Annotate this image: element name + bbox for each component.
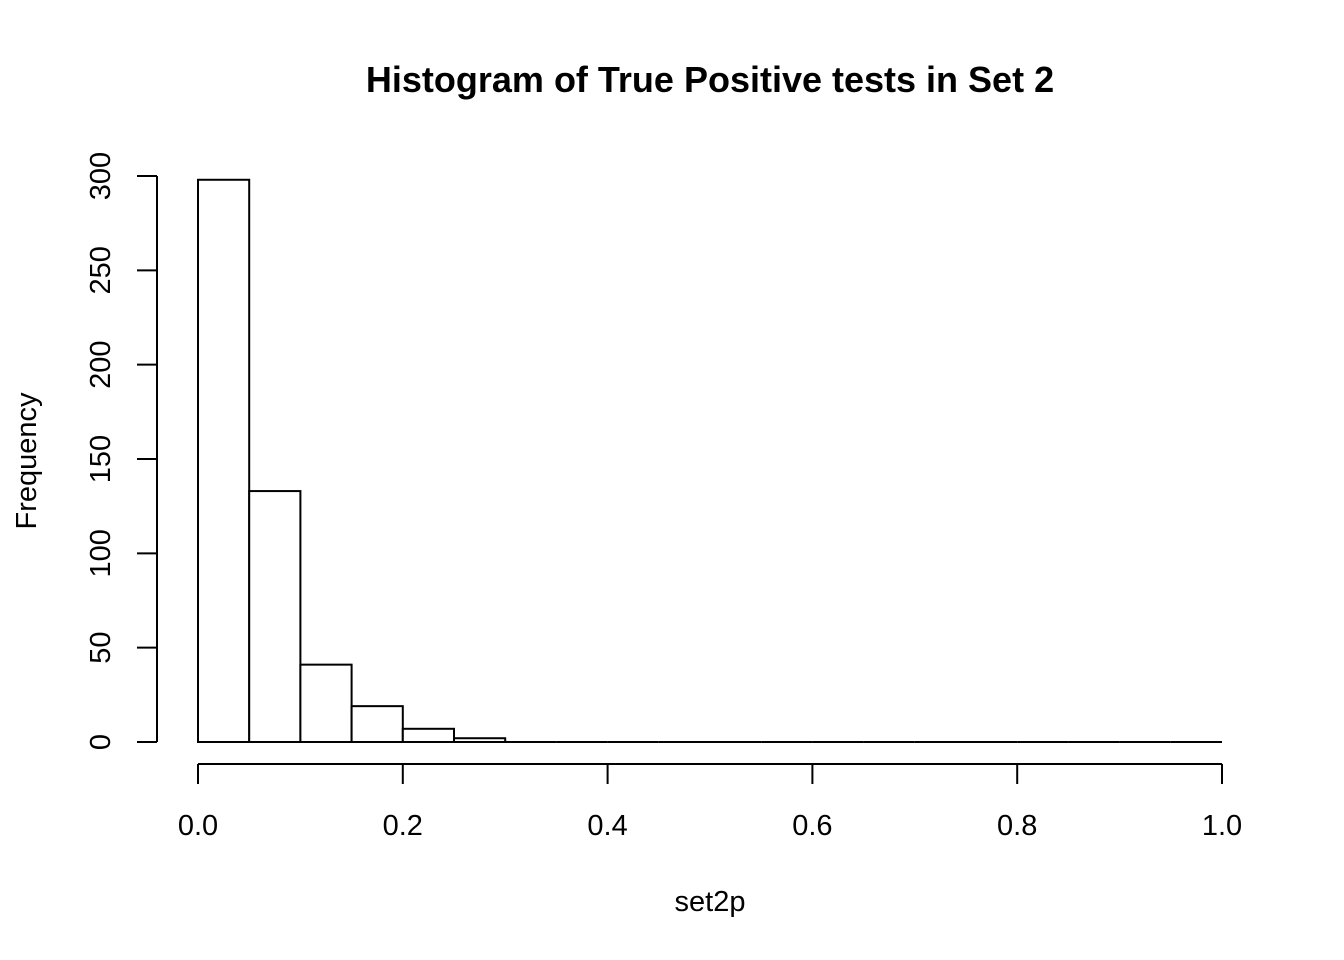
histogram-bar-2 bbox=[299, 663, 353, 743]
chart-title: Histogram of True Positive tests in Set … bbox=[366, 59, 1054, 100]
histogram-bar-5 bbox=[453, 737, 507, 744]
y-tick-label-6: 300 bbox=[85, 152, 117, 200]
y-tick-label-4: 200 bbox=[85, 340, 117, 388]
y-tick-label-1: 50 bbox=[85, 632, 117, 664]
x-tick-label-4: 0.8 bbox=[997, 810, 1037, 842]
y-tick-label-2: 100 bbox=[85, 529, 117, 577]
y-tick-label-3: 150 bbox=[85, 435, 117, 483]
histogram-bar-4 bbox=[401, 727, 455, 744]
y-tick-label-5: 250 bbox=[85, 246, 117, 294]
x-tick-label-3: 0.6 bbox=[792, 810, 832, 842]
x-axis-label: set2p bbox=[675, 886, 746, 918]
histogram-bar-1 bbox=[248, 490, 302, 743]
x-tick-label-2: 0.4 bbox=[587, 810, 627, 842]
x-tick-label-0: 0.0 bbox=[178, 810, 218, 842]
histogram-bar-3 bbox=[350, 705, 404, 743]
x-tick-label-1: 0.2 bbox=[383, 810, 423, 842]
y-tick-label-0: 0 bbox=[85, 734, 117, 750]
x-tick-label-5: 1.0 bbox=[1202, 810, 1242, 842]
y-axis: 0 50 100 150 200 250 300 bbox=[85, 152, 158, 750]
histogram-bar-0 bbox=[197, 178, 251, 744]
x-axis: 0.0 0.2 0.4 0.6 0.8 1.0 bbox=[178, 763, 1242, 842]
bars-group bbox=[197, 178, 1222, 744]
y-axis-label: Frequency bbox=[11, 392, 43, 530]
